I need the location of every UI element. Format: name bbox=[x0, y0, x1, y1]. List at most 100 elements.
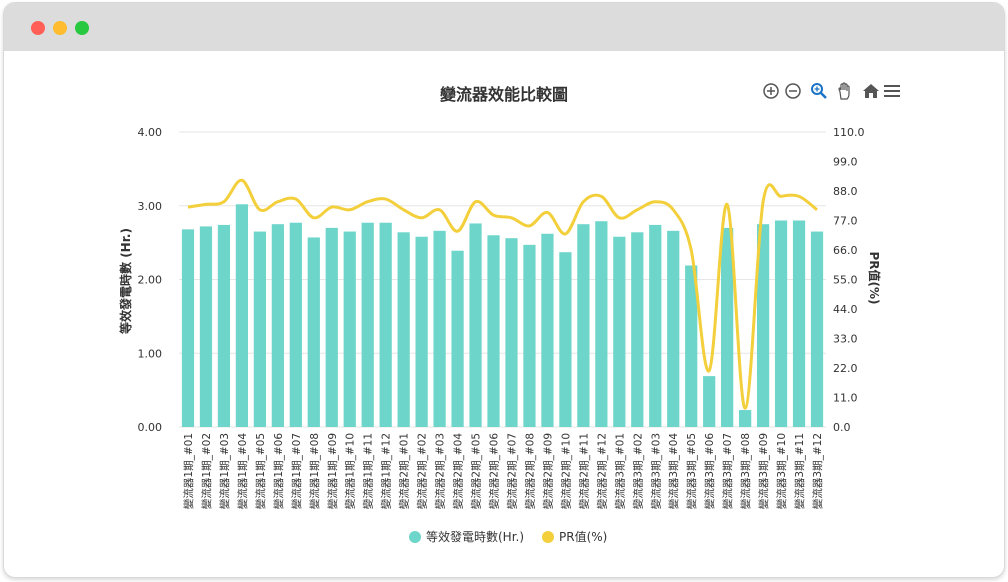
right-tick-label: 110.0 bbox=[833, 126, 865, 139]
bar[interactable] bbox=[307, 237, 320, 427]
bar[interactable] bbox=[756, 224, 770, 427]
legend-bar-marker[interactable] bbox=[409, 531, 421, 543]
grid-lines bbox=[179, 131, 826, 428]
x-tick-label: 變流器1期_#05 bbox=[254, 433, 267, 509]
x-tick-label: 變流器3期_#04 bbox=[667, 433, 680, 509]
x-tick-label: 變流器3期_#02 bbox=[631, 433, 644, 509]
x-tick-label: 變流器2期_#10 bbox=[559, 433, 572, 509]
pr-line-series bbox=[187, 178, 818, 410]
bar[interactable] bbox=[649, 224, 662, 427]
maximize-window-button[interactable] bbox=[75, 21, 89, 35]
bar[interactable] bbox=[721, 227, 734, 427]
bar[interactable] bbox=[325, 227, 338, 427]
legend-line-marker[interactable] bbox=[542, 531, 554, 543]
bar[interactable] bbox=[361, 222, 374, 427]
bar[interactable] bbox=[289, 222, 302, 427]
x-tick-label: 變流器3期_#06 bbox=[703, 433, 716, 509]
right-tick-label: 11.0 bbox=[833, 392, 858, 405]
x-tick-label: 變流器1期_#07 bbox=[290, 433, 303, 509]
x-tick-label: 變流器2期_#07 bbox=[505, 433, 518, 509]
bar[interactable] bbox=[810, 231, 824, 427]
bar[interactable] bbox=[379, 222, 392, 427]
left-tick-label: 3.00 bbox=[138, 200, 163, 213]
left-tick-label: 0.00 bbox=[138, 421, 163, 434]
x-tick-label: 變流器1期_#10 bbox=[344, 433, 357, 509]
x-tick-label: 變流器2期_#11 bbox=[577, 433, 590, 509]
bar[interactable] bbox=[595, 221, 608, 427]
bar[interactable] bbox=[559, 252, 572, 427]
x-tick-label: 變流器2期_#03 bbox=[434, 433, 447, 509]
zoom-in-icon[interactable] bbox=[762, 82, 780, 100]
x-tick-label: 變流器3期_#11 bbox=[793, 433, 806, 509]
x-axis-labels: 變流器1期_#01 變流器1期_#02 變流器1期_#03 變流器1期_#04 變流器1… bbox=[182, 433, 824, 509]
left-axis-ticks: 0.00 1.00 2.00 3.00 4.00 bbox=[138, 126, 163, 434]
bar[interactable] bbox=[739, 410, 752, 427]
bar[interactable] bbox=[505, 238, 518, 427]
chart-title: 變流器效能比較圖 bbox=[439, 85, 568, 104]
browser-window: 變流器效能比較圖 0.00 1.00 2.00 3.00 4.00 0.0 11.0 22.… bbox=[3, 2, 1005, 578]
x-tick-label: 變流器2期_#05 bbox=[470, 433, 483, 509]
bar[interactable] bbox=[199, 226, 213, 427]
x-tick-label: 變流器3期_#03 bbox=[649, 433, 662, 509]
right-axis-ticks: 0.0 11.0 22.0 33.0 44.0 55.0 66.0 77.0 88.0 99.0 1… bbox=[833, 126, 865, 434]
bar[interactable] bbox=[217, 224, 231, 427]
bar[interactable] bbox=[685, 265, 698, 427]
bar[interactable] bbox=[577, 224, 590, 427]
minimize-window-button[interactable] bbox=[53, 21, 67, 35]
x-tick-label: 變流器1期_#06 bbox=[272, 433, 285, 509]
bar[interactable] bbox=[433, 230, 446, 427]
x-tick-label: 變流器1期_#12 bbox=[380, 433, 393, 509]
bar[interactable] bbox=[397, 232, 410, 427]
zoom-out-icon[interactable] bbox=[784, 82, 802, 100]
x-tick-label: 變流器1期_#02 bbox=[200, 433, 213, 509]
bar[interactable] bbox=[631, 232, 644, 427]
right-tick-label: 33.0 bbox=[833, 333, 858, 346]
right-tick-label: 99.0 bbox=[833, 156, 858, 169]
x-tick-label: 變流器2期_#12 bbox=[595, 433, 608, 509]
bar[interactable] bbox=[774, 220, 788, 428]
x-tick-label: 變流器1期_#11 bbox=[362, 433, 375, 509]
right-tick-label: 88.0 bbox=[833, 185, 858, 198]
bar[interactable] bbox=[451, 250, 464, 427]
x-tick-label: 變流器3期_#05 bbox=[685, 433, 698, 509]
bar[interactable] bbox=[235, 204, 249, 427]
x-tick-label: 變流器3期_#07 bbox=[721, 433, 734, 509]
left-tick-label: 4.00 bbox=[138, 126, 163, 139]
bar[interactable] bbox=[541, 233, 554, 427]
bar[interactable] bbox=[343, 231, 356, 427]
home-icon[interactable] bbox=[862, 82, 880, 100]
legend-bar-label[interactable]: 等效發電時數(Hr.) bbox=[426, 529, 524, 544]
legend-line-label[interactable]: PR值(%) bbox=[559, 529, 607, 544]
window-titlebar bbox=[4, 3, 1004, 51]
bar[interactable] bbox=[253, 231, 266, 427]
zoom-select-icon[interactable] bbox=[810, 82, 828, 100]
bar[interactable] bbox=[181, 229, 195, 427]
bar[interactable] bbox=[792, 220, 806, 428]
right-axis-label: PR值(%) bbox=[867, 251, 882, 304]
x-tick-label: 變流器2期_#02 bbox=[416, 433, 429, 509]
x-tick-label: 變流器3期_#10 bbox=[775, 433, 788, 509]
x-tick-label: 變流器3期_#01 bbox=[613, 433, 626, 509]
x-tick-label: 變流器1期_#01 bbox=[182, 433, 195, 509]
right-tick-label: 22.0 bbox=[833, 362, 858, 375]
bar[interactable] bbox=[487, 235, 500, 427]
right-tick-label: 55.0 bbox=[833, 274, 858, 287]
bar-series bbox=[181, 204, 824, 428]
x-tick-label: 變流器2期_#01 bbox=[398, 433, 411, 509]
right-tick-label: 66.0 bbox=[833, 244, 858, 257]
bar[interactable] bbox=[415, 236, 428, 427]
bar[interactable] bbox=[667, 230, 680, 427]
menu-icon[interactable] bbox=[883, 82, 901, 100]
bar[interactable] bbox=[523, 244, 536, 427]
bar[interactable] bbox=[703, 376, 716, 427]
right-tick-label: 0.0 bbox=[833, 421, 851, 434]
bar[interactable] bbox=[271, 224, 284, 427]
right-tick-label: 44.0 bbox=[833, 303, 858, 316]
bar[interactable] bbox=[613, 236, 626, 427]
x-tick-label: 變流器1期_#09 bbox=[326, 433, 339, 509]
x-tick-label: 變流器2期_#09 bbox=[541, 433, 554, 509]
close-window-button[interactable] bbox=[31, 21, 45, 35]
bar[interactable] bbox=[469, 223, 482, 427]
x-tick-label: 變流器3期_#12 bbox=[811, 433, 824, 509]
pan-hand-icon[interactable] bbox=[836, 82, 854, 100]
